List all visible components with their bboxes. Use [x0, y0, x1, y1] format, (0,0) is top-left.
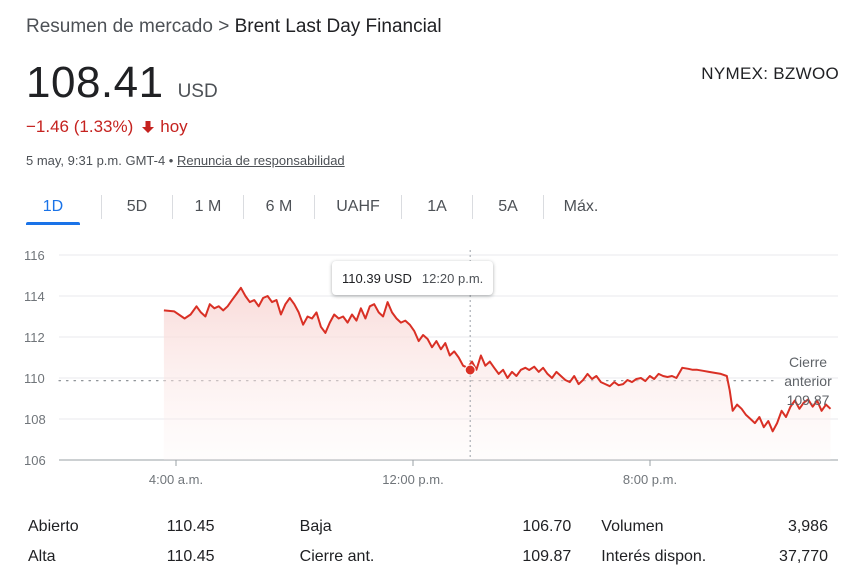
y-tick-label: 114 [24, 289, 45, 304]
hover-point [464, 364, 476, 376]
tooltip-price: 110.39 USD [342, 270, 412, 286]
previous-close-label: anterior [784, 373, 832, 389]
breadcrumb-parent[interactable]: Resumen de mercado [26, 16, 213, 37]
tab-divider [243, 195, 244, 219]
y-tick-label: 116 [24, 248, 45, 263]
tab-1m[interactable]: 1 M [194, 198, 222, 215]
range-tabs: 1D 5D 1 M 6 M UAHF 1A 5A Máx. [26, 195, 618, 225]
x-tick-label: 4:00 a.m. [149, 472, 203, 487]
tab-divider [401, 195, 402, 219]
y-tick-label: 112 [24, 330, 45, 345]
quote-meta: 5 may, 9:31 p.m. GMT-4 • Renuncia de res… [26, 153, 345, 168]
tab-5d[interactable]: 5D [126, 198, 148, 215]
y-tick-label: 108 [24, 412, 46, 427]
previous-close-label: Cierre [789, 354, 827, 370]
tab-divider [472, 195, 473, 219]
current-price: 108.41 [26, 58, 164, 107]
tooltip-time: 12:20 p.m. [421, 270, 484, 286]
breadcrumb: Resumen de mercado > Brent Last Day Fina… [26, 16, 442, 38]
x-tick-label: 12:00 p.m. [382, 472, 443, 487]
stats-row: Abierto 110.45 Baja 106.70 Volumen 3,986 [28, 512, 828, 542]
tab-6m[interactable]: 6 M [265, 198, 293, 215]
price-line [163, 286, 832, 433]
change-value: −1.46 (1.33%) [26, 117, 134, 136]
stat-label: Abierto [28, 518, 79, 535]
currency-label: USD [177, 81, 218, 102]
stat-value: 106.70 [522, 518, 572, 535]
stat-label: Cierre ant. [299, 548, 375, 565]
ticker-symbol: NYMEX: BZWOO [701, 64, 839, 83]
stats-table: Abierto 110.45 Baja 106.70 Volumen 3,986… [28, 512, 828, 572]
stat-value: 109.87 [522, 548, 572, 565]
stat-label: Volumen [601, 518, 664, 535]
breadcrumb-current: Brent Last Day Financial [234, 16, 442, 37]
stat-label: Baja [299, 518, 332, 535]
previous-close-label: 109.87 [787, 392, 830, 408]
y-tick-label: 110 [24, 371, 45, 386]
tab-5y[interactable]: 5A [498, 198, 518, 215]
quote-timestamp: 5 may, 9:31 p.m. GMT-4 • [26, 153, 174, 168]
stat-value: 110.45 [166, 548, 215, 565]
arrow-down-icon [142, 121, 155, 133]
stat-label: Interés dispon. [601, 548, 707, 565]
stat-label: Alta [28, 548, 56, 565]
price-area [163, 287, 831, 460]
disclaimer-link[interactable]: Renuncia de responsabilidad [176, 153, 345, 168]
breadcrumb-separator: > [218, 16, 230, 37]
x-tick-label: 8:00 p.m. [623, 472, 677, 487]
price-chart[interactable]: 106 108 110 112 114 116 4:00 a.m. 12:00 p.m. 8:0… [0, 238, 861, 500]
price-row: 108.41 USD [26, 58, 218, 108]
tab-1d[interactable]: 1D [26, 195, 80, 225]
tab-max[interactable]: Máx. [563, 198, 599, 215]
stat-value: 110.45 [166, 518, 215, 535]
tab-divider [543, 195, 544, 219]
tab-divider [101, 195, 102, 219]
tab-divider [314, 195, 315, 219]
hover-tooltip: 110.39 USD 12:20 p.m. [332, 261, 494, 295]
stats-row: Alta 110.45 Cierre ant. 109.87 Interés d… [28, 542, 828, 572]
tab-divider [172, 195, 173, 219]
change-period: hoy [160, 117, 188, 136]
price-change: −1.46 (1.33%) hoy [26, 117, 188, 137]
tab-1y[interactable]: 1A [427, 198, 447, 215]
tab-ytd[interactable]: UAHF [336, 198, 380, 215]
y-tick-label: 106 [24, 453, 46, 468]
stat-value: 3,986 [787, 518, 828, 535]
stat-value: 37,770 [779, 548, 828, 565]
